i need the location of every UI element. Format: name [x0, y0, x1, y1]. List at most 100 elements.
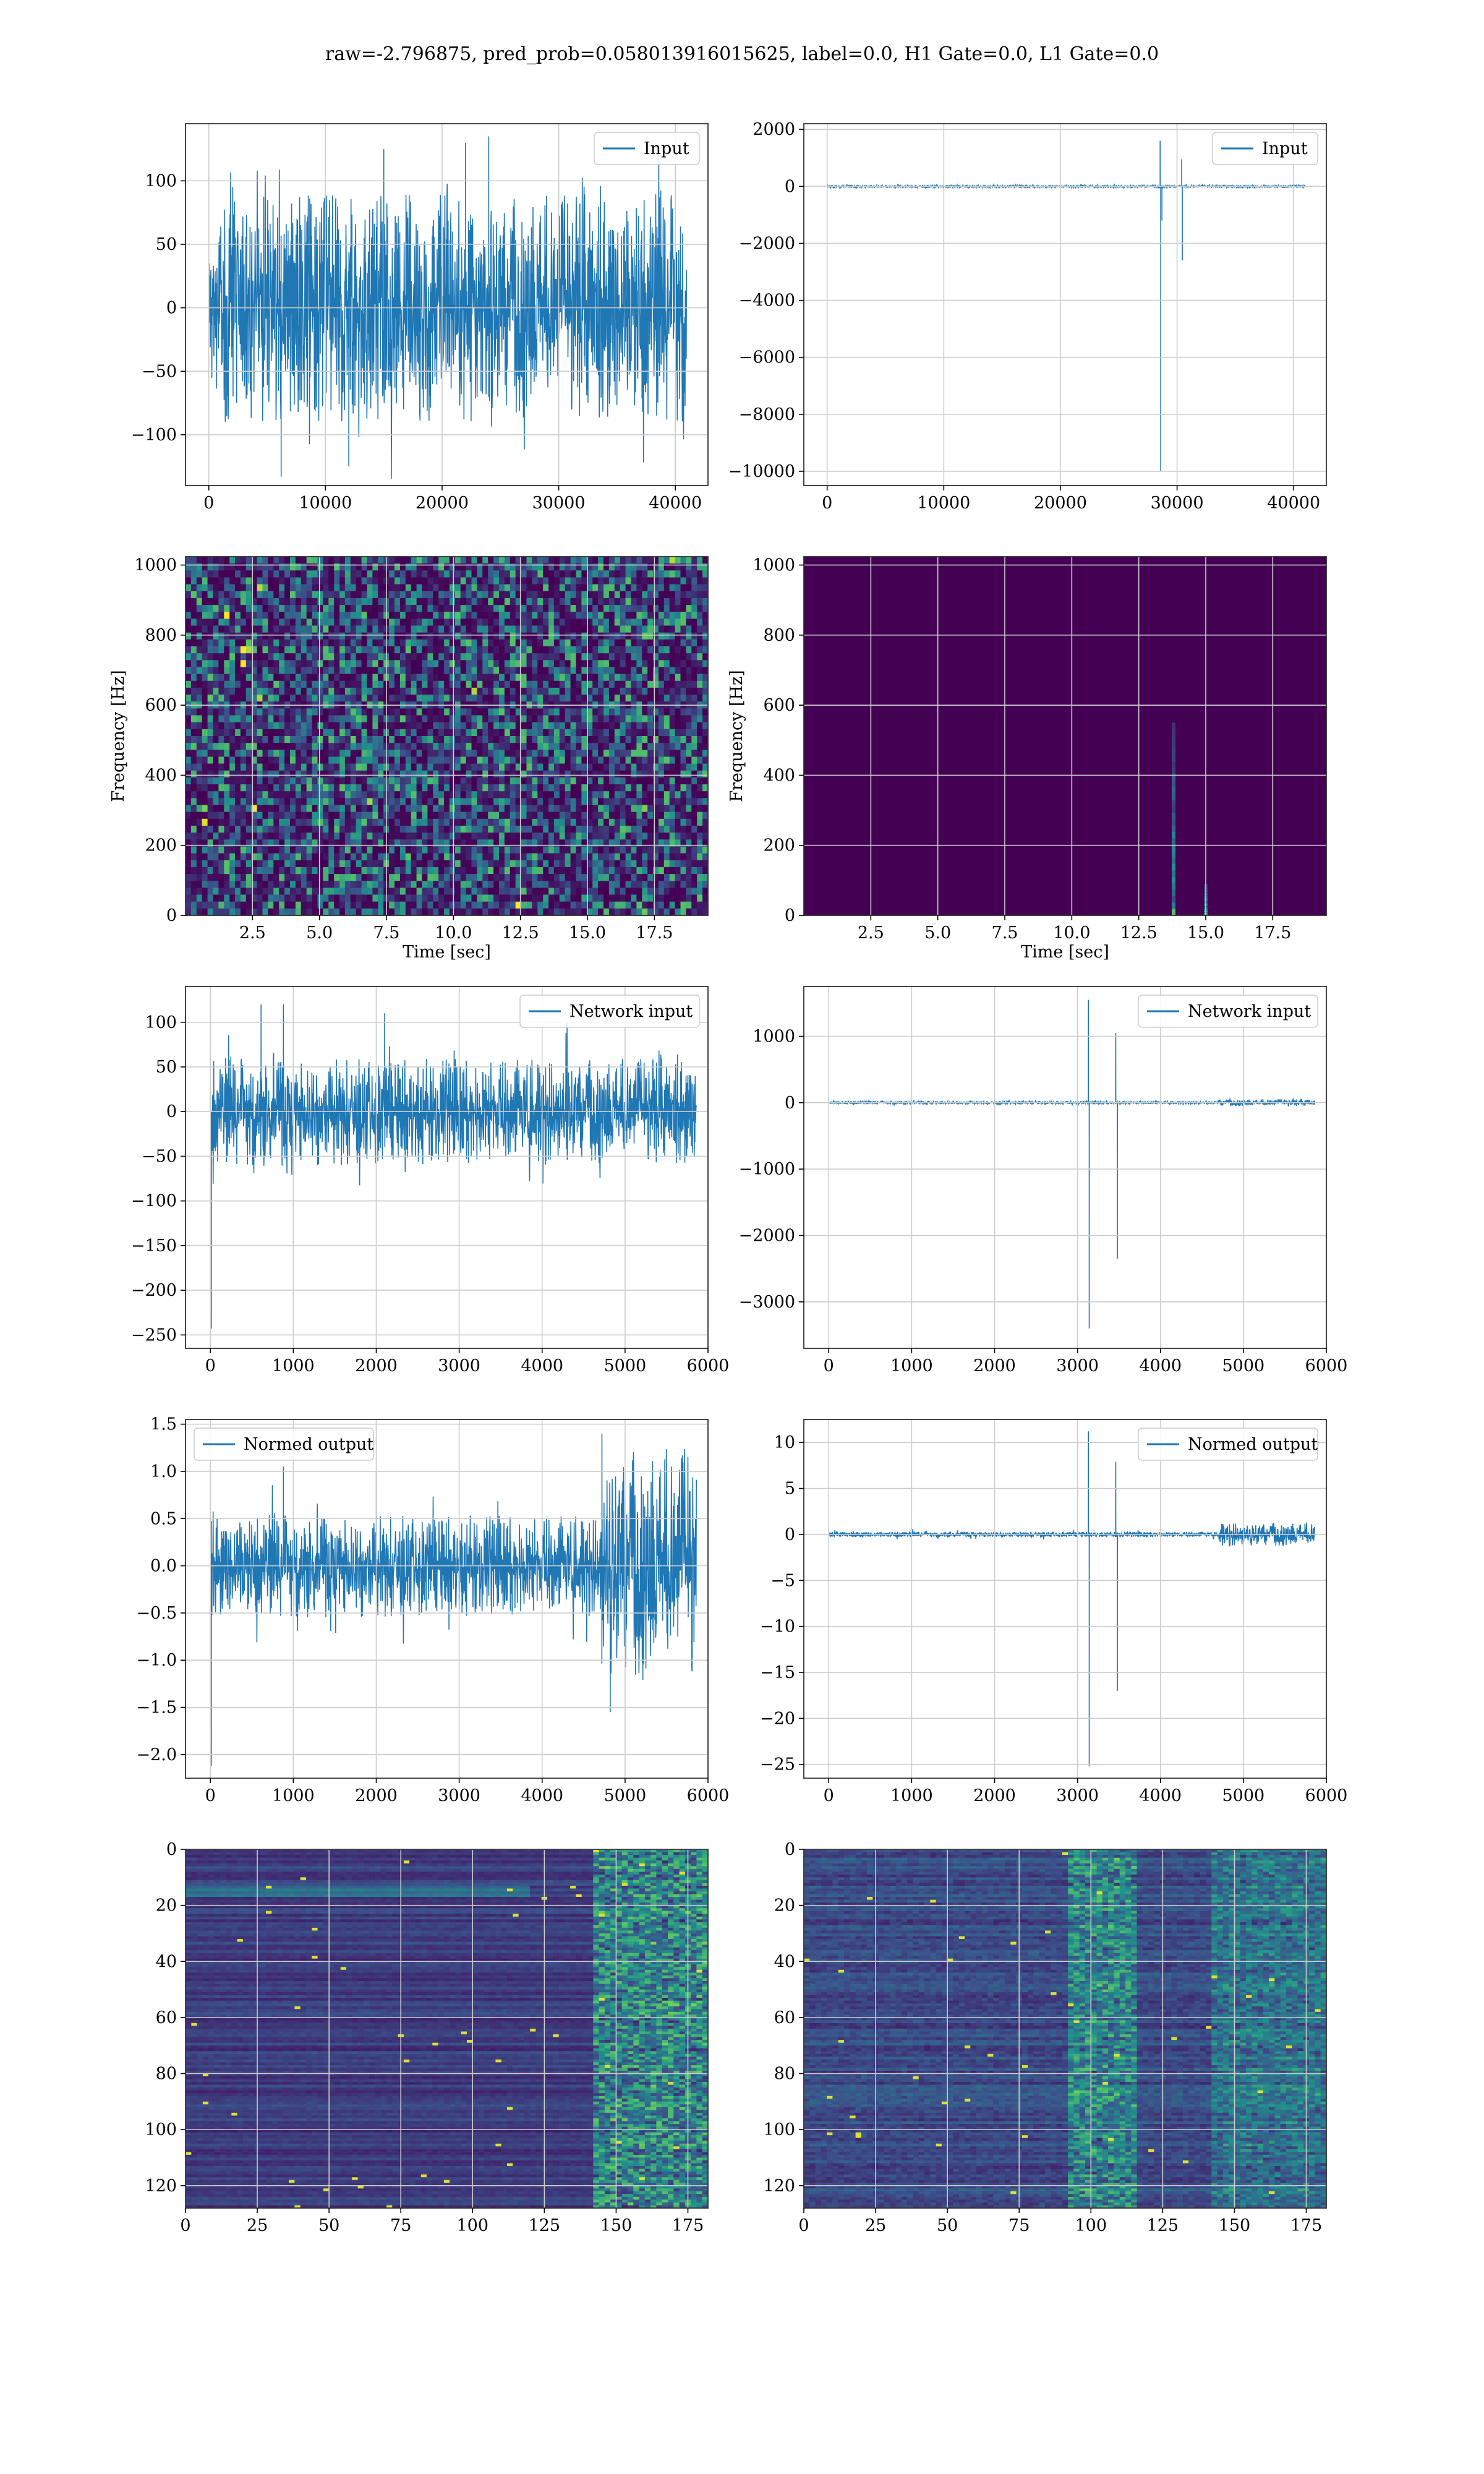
heatmap-cells — [804, 1849, 1326, 2208]
x-tick-label: 4000 — [521, 1356, 563, 1376]
y-tick-label: −1.5 — [136, 1698, 177, 1718]
axes-frame — [185, 556, 709, 916]
legend: Network input — [519, 995, 700, 1028]
x-tick-label: 20000 — [1034, 494, 1087, 513]
spectrogram-l1-panel: 2.5 5.0 7.5 10.0 12.5 15.0 17.5 0 200 400 600 800 10… — [727, 556, 1327, 962]
y-tick-label: 200 — [145, 836, 177, 855]
legend: Normed output — [1138, 1427, 1318, 1461]
y-tick-label: 0 — [785, 906, 795, 925]
grid-lines — [186, 1419, 709, 1778]
y-tick-label: 1000 — [753, 556, 795, 575]
input-l1-panel: 0 10000 20000 30000 40000−10000−8000−6000−40… — [728, 120, 1327, 513]
grid-lines — [185, 1849, 708, 2208]
y-tick-label: 600 — [145, 696, 177, 715]
normed-output-l1-panel: 0 1000 2000 3000 4000 5000 6000 −25 −20 −15 −10 −5 0… — [760, 1419, 1347, 1805]
y-tick-label: 0 — [785, 177, 795, 196]
legend-box — [194, 1427, 374, 1461]
y-tick-label: −5 — [770, 1571, 795, 1590]
x-tick-label: 5000 — [604, 1786, 647, 1805]
grid-lines — [804, 1419, 1327, 1778]
x-tick-label: 40000 — [1267, 494, 1320, 513]
y-tick-label: 600 — [763, 696, 795, 715]
y-tick-label: −100 — [131, 426, 177, 445]
y-tick-label: 2000 — [753, 120, 795, 139]
x-tick-label: 6000 — [687, 1356, 730, 1376]
x-tick-label: 1000 — [272, 1786, 315, 1805]
x-tick-label: 150 — [1219, 2216, 1251, 2235]
x-tick-label: 4000 — [521, 1786, 563, 1805]
input-h1-series-line — [208, 136, 688, 479]
legend-label: Input — [1262, 139, 1308, 158]
network-input-l1-series-line — [828, 999, 1315, 1329]
y-tick-label: 200 — [763, 836, 795, 855]
legend-box — [1138, 995, 1318, 1028]
x-tick-label: 7.5 — [992, 923, 1018, 943]
normed-output-h1-panel: 0 1000 2000 3000 4000 5000 6000 −2.0 −1.5 −1.0 −0.… — [136, 1415, 729, 1805]
y-tick-label: 0 — [166, 1840, 177, 1859]
y-tick-label: 10 — [774, 1433, 795, 1452]
y-tick-label: 50 — [156, 235, 177, 254]
legend-label: Network input — [569, 1002, 693, 1021]
y-tick-label: −4000 — [739, 291, 795, 310]
x-axis-label: Time [sec] — [403, 943, 491, 962]
axes-frame — [185, 123, 709, 486]
y-tick-label: 1.0 — [150, 1462, 177, 1481]
x-tick-label: 6000 — [687, 1786, 730, 1805]
y-tick-label: 0 — [785, 1840, 795, 1859]
y-tick-label: 100 — [145, 1013, 177, 1032]
y-tick-label: 1000 — [134, 556, 177, 575]
legend: Input — [1212, 132, 1318, 165]
y-tick-label: −1.0 — [136, 1651, 177, 1670]
x-tick-label: 0 — [180, 2216, 190, 2235]
y-tick-label: 1.5 — [150, 1415, 177, 1434]
x-tick-label: 5000 — [1222, 1356, 1265, 1376]
y-tick-label: 0.0 — [150, 1557, 177, 1576]
x-tick-label: 2000 — [355, 1356, 398, 1376]
legend-label: Input — [644, 139, 689, 158]
axes-frame — [803, 1419, 1327, 1779]
x-tick-label: 4000 — [1139, 1356, 1182, 1376]
legend-label: Normed output — [1188, 1435, 1318, 1454]
y-tick-label: 400 — [145, 766, 177, 785]
network-input-h1-panel: 0 1000 2000 3000 4000 5000 6000−250−200−150−10… — [131, 986, 730, 1376]
y-tick-label: −50 — [142, 362, 177, 381]
x-tick-label: 17.5 — [1254, 923, 1291, 943]
x-tick-label: 2000 — [973, 1356, 1016, 1376]
x-tick-label: 50 — [937, 2216, 958, 2235]
x-tick-label: 5.0 — [306, 923, 333, 943]
y-tick-label: −200 — [131, 1281, 177, 1300]
y-tick-label: −2000 — [739, 234, 795, 253]
y-tick-label: 100 — [145, 171, 177, 190]
axes-frame — [185, 1419, 709, 1779]
x-tick-label: 17.5 — [636, 923, 673, 943]
y-tick-label: −3000 — [739, 1293, 795, 1312]
y-tick-label: −0.5 — [136, 1604, 177, 1623]
x-tick-label: 10.0 — [1053, 923, 1090, 943]
network-input-h1-series-line — [210, 1004, 697, 1329]
y-tick-label: 60 — [774, 2008, 795, 2027]
x-tick-label: 5000 — [1222, 1786, 1265, 1805]
y-tick-label: 0 — [785, 1094, 795, 1113]
x-tick-label: 3000 — [438, 1356, 480, 1376]
y-tick-label: 20 — [774, 1896, 795, 1915]
x-tick-label: 1000 — [890, 1356, 933, 1376]
heatmap-cells — [186, 557, 708, 915]
x-tick-label: 75 — [390, 2216, 411, 2235]
x-tick-label: 0 — [203, 494, 214, 513]
y-tick-label: 120 — [145, 2177, 177, 2196]
x-tick-label: 125 — [1147, 2216, 1179, 2235]
axes-frame — [185, 986, 709, 1349]
y-tick-label: 1000 — [753, 1027, 795, 1047]
legend-box — [519, 995, 700, 1028]
y-tick-label: 0 — [785, 1525, 795, 1544]
x-tick-label: 2000 — [355, 1786, 398, 1805]
x-tick-label: 10000 — [917, 494, 970, 513]
y-tick-label: −150 — [131, 1236, 177, 1256]
legend: Network input — [1138, 995, 1318, 1028]
y-tick-label: 120 — [763, 2177, 795, 2196]
y-axis-label: Frequency [Hz] — [109, 670, 128, 802]
x-tick-label: 2.5 — [858, 923, 884, 943]
x-tick-label: 6000 — [1305, 1356, 1348, 1376]
y-tick-label: 100 — [145, 2120, 177, 2139]
x-tick-label: 6000 — [1305, 1786, 1348, 1805]
